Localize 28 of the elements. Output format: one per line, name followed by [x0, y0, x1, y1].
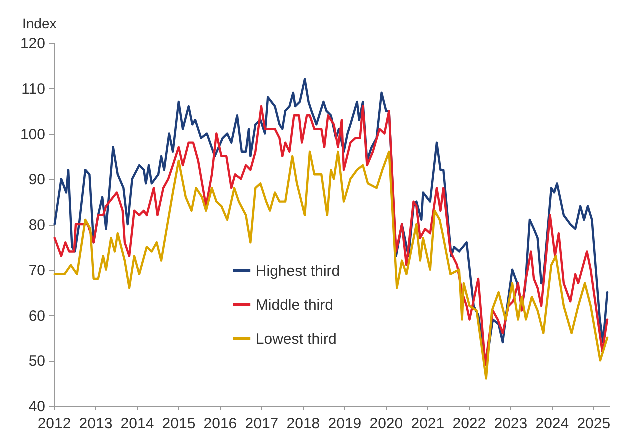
y-tick-label: 50 [28, 353, 46, 370]
x-tick-label: 2019 [328, 416, 362, 432]
legend-label: Middle third [256, 296, 334, 314]
y-tick-label: 40 [28, 398, 46, 416]
line-series [54, 150, 609, 380]
x-tick-label: 2015 [162, 416, 196, 432]
y-tick-label: 70 [28, 262, 46, 280]
x-tick-label: 2022 [452, 416, 486, 432]
x-tick-label: 2020 [370, 416, 404, 432]
y-tick-label: 110 [22, 80, 46, 98]
y-axis-title: Index [22, 16, 57, 32]
y-tick-label: 120 [20, 36, 46, 52]
legend-label: Highest third [256, 262, 340, 280]
y-tick-label: 80 [28, 217, 46, 234]
x-tick-label: 2017 [245, 416, 279, 432]
legend-label: Lowest third [256, 330, 337, 348]
x-tick-label: 2018 [286, 416, 320, 432]
y-tick-label: 100 [20, 126, 46, 144]
x-tick-label: 2025 [577, 416, 611, 432]
x-tick-label: 2023 [494, 416, 528, 432]
y-tick-label: 60 [28, 308, 46, 325]
x-tick-label: 2016 [204, 416, 238, 432]
x-tick-label: 2012 [38, 416, 72, 432]
y-tick-label: 90 [28, 172, 46, 189]
x-tick-label: 2013 [79, 416, 113, 432]
x-tick-label: 2014 [120, 416, 154, 432]
x-tick-label: 2021 [411, 416, 445, 432]
x-tick-label: 2024 [536, 416, 570, 432]
